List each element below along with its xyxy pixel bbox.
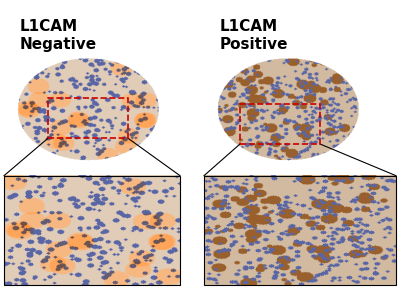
- Text: L1CAM
Positive: L1CAM Positive: [220, 20, 288, 52]
- Bar: [4, 176, 180, 285]
- Bar: [48, 98, 128, 138]
- Text: L1CAM
Negative: L1CAM Negative: [20, 20, 97, 52]
- Bar: [240, 104, 320, 144]
- Bar: [204, 176, 396, 285]
